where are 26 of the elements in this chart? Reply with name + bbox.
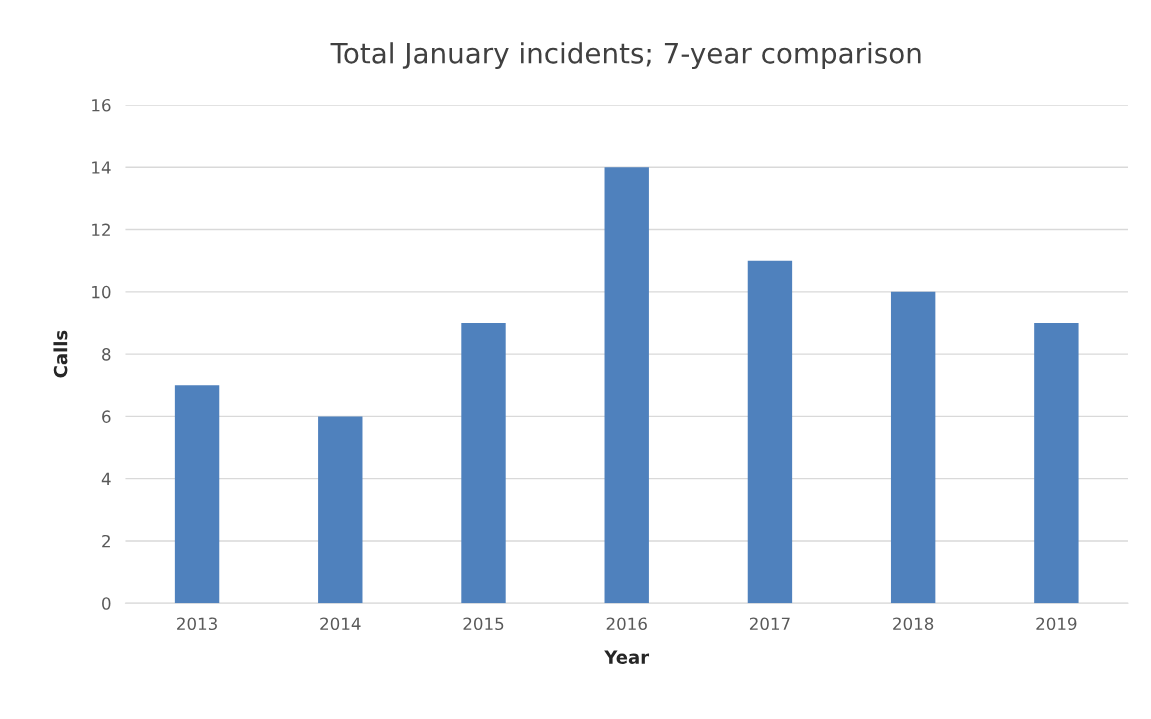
y-tick-label: 10 <box>92 285 111 299</box>
y-axis-title: Calls <box>53 330 68 378</box>
x-tick-label: 2014 <box>320 617 361 631</box>
x-axis-title: Year <box>604 650 650 664</box>
y-tick-label: 16 <box>92 98 111 112</box>
bar <box>890 291 936 604</box>
y-tick-label: 0 <box>102 597 111 610</box>
bar <box>461 322 506 604</box>
x-tick-label: 2018 <box>893 617 934 631</box>
y-tick-label: 8 <box>102 348 111 361</box>
chart-title: Total January incidents; 7-year comparison <box>330 42 921 70</box>
bar <box>318 416 363 604</box>
y-tick-label: 14 <box>92 161 111 174</box>
x-tick-label: 2017 <box>749 617 790 631</box>
x-tick-label: 2013 <box>177 617 217 631</box>
bar <box>604 167 649 604</box>
x-tick-label: 2016 <box>606 617 647 631</box>
x-tick-label: 2015 <box>463 617 504 631</box>
y-tick-label: 6 <box>102 410 111 423</box>
y-tick-label: 2 <box>102 534 110 548</box>
bar <box>1034 322 1079 604</box>
x-tick-label: 2019 <box>1036 617 1077 631</box>
bar <box>747 260 793 604</box>
bar <box>174 385 220 604</box>
y-tick-label: 4 <box>101 472 111 486</box>
y-tick-label: 12 <box>92 223 110 236</box>
